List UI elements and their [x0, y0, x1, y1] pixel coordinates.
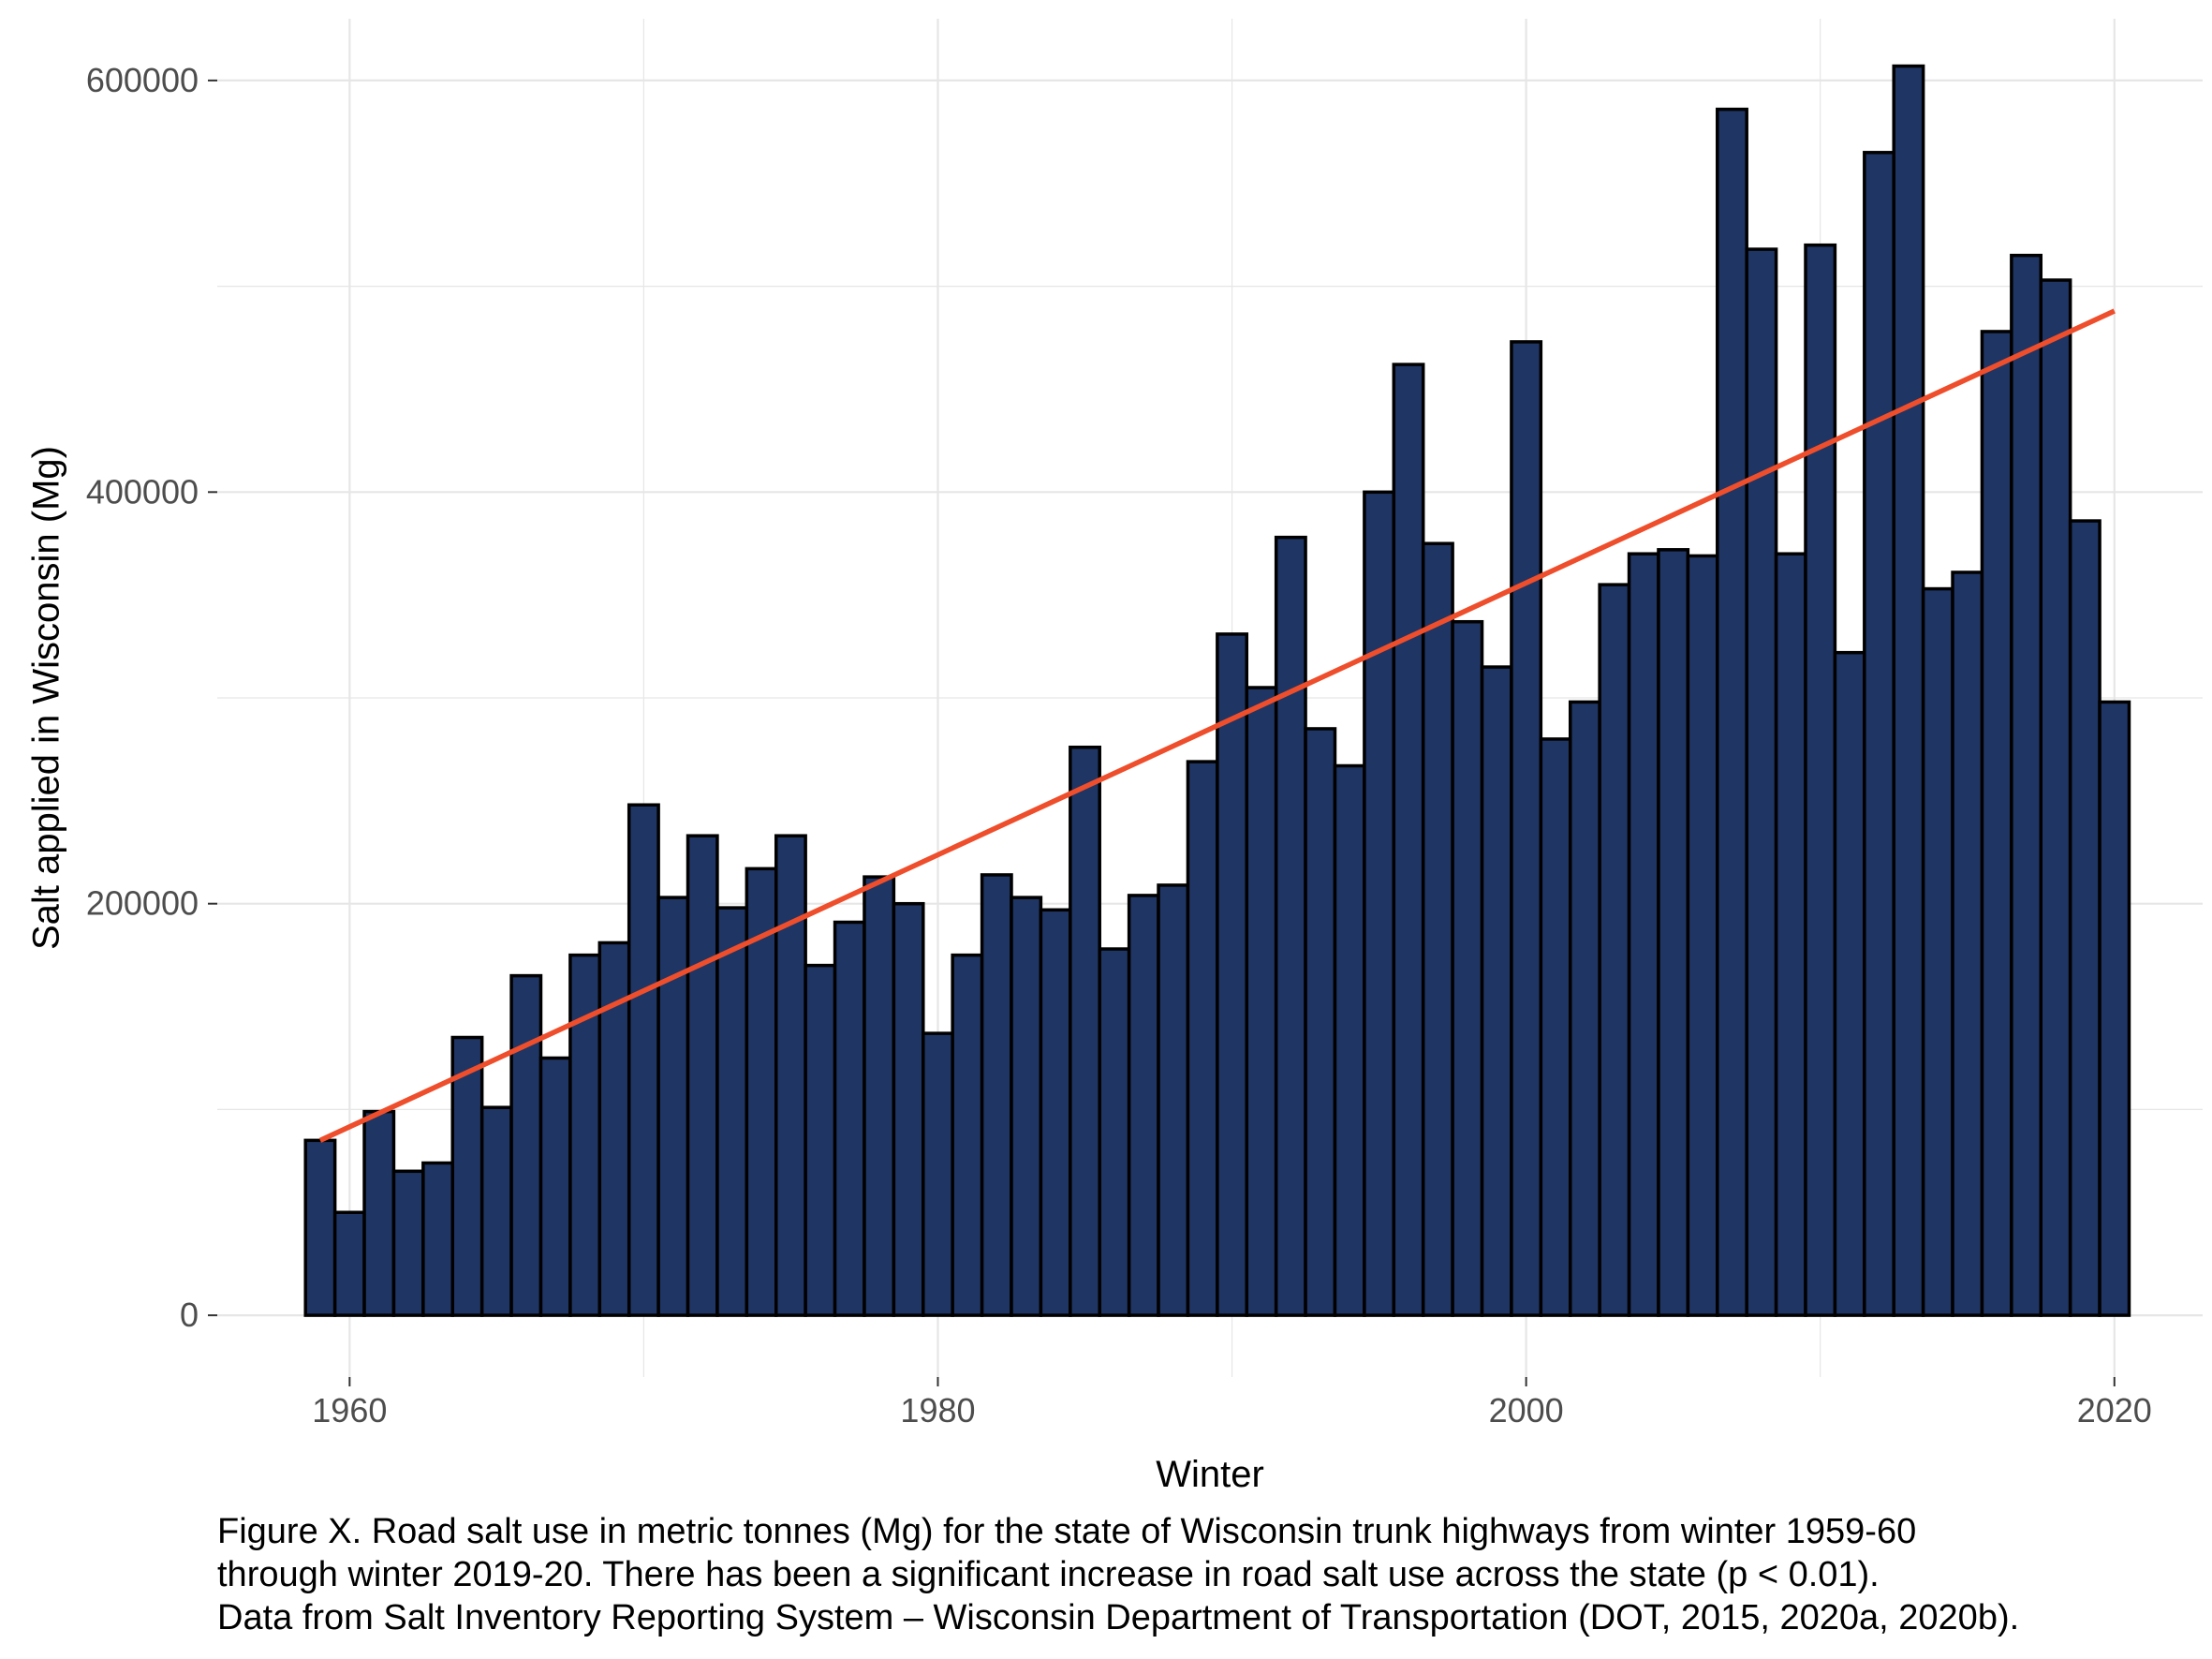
caption-line-1: Figure X. Road salt use in metric tonnes…: [217, 1512, 1917, 1551]
bar: [1039, 908, 1072, 1317]
bar: [1010, 896, 1043, 1317]
bar: [1274, 535, 1307, 1317]
bar: [1863, 151, 1895, 1317]
bar: [1157, 883, 1190, 1317]
y-axis-title: Salt applied in Wisconsin (Mg): [26, 446, 67, 950]
bar: [2068, 519, 2101, 1317]
bar: [2098, 700, 2131, 1317]
bar: [1951, 570, 1984, 1317]
bar: [1392, 363, 1425, 1317]
bar: [892, 901, 925, 1317]
x-tick-label: 1980: [900, 1391, 975, 1429]
y-tick-label: 600000: [86, 61, 199, 99]
bar: [1098, 947, 1131, 1317]
bar: [1745, 247, 1778, 1317]
bar: [1363, 490, 1396, 1317]
bar: [479, 1105, 513, 1317]
bar: [863, 875, 896, 1317]
caption-line-2: through winter 2019-20. There has been a…: [217, 1555, 1880, 1594]
bar: [980, 873, 1013, 1317]
bar: [774, 834, 807, 1317]
bar: [1451, 619, 1484, 1317]
x-axis-title: Winter: [1156, 1454, 1264, 1495]
bar: [1127, 894, 1160, 1317]
bar: [1598, 583, 1631, 1317]
bar: [2010, 253, 2043, 1317]
bar: [391, 1169, 425, 1317]
bar: [1657, 548, 1690, 1317]
caption-line-3: Data from Salt Inventory Reporting Syste…: [217, 1598, 2020, 1637]
bar: [568, 953, 602, 1317]
bar: [509, 973, 543, 1317]
axis-ticks: [208, 79, 2116, 1386]
y-tick-label: 200000: [86, 884, 199, 923]
bar: [804, 963, 837, 1317]
bar: [362, 1109, 396, 1317]
bar: [1480, 665, 1513, 1317]
bar: [1921, 586, 1954, 1317]
trend-line: [318, 308, 2116, 1143]
bar: [2039, 278, 2072, 1317]
bar: [686, 834, 719, 1317]
bar: [538, 1056, 572, 1317]
bar: [1539, 737, 1572, 1317]
bar: [1833, 650, 1866, 1317]
bar: [332, 1210, 366, 1317]
bar: [1421, 541, 1454, 1317]
x-tick-label: 2020: [2077, 1391, 2152, 1429]
bar: [951, 953, 984, 1317]
bar: [1186, 760, 1219, 1317]
bar-series: [303, 64, 2131, 1317]
y-tick-label: 0: [180, 1296, 199, 1334]
y-tick-label: 400000: [86, 472, 199, 511]
bar: [1774, 552, 1807, 1317]
bar: [1304, 727, 1337, 1317]
bar: [1980, 330, 2013, 1317]
x-tick-label: 1960: [312, 1391, 387, 1429]
bar: [656, 896, 690, 1317]
bar: [1245, 686, 1278, 1317]
bar: [1069, 745, 1101, 1317]
figure-caption: Figure X. Road salt use in metric tonnes…: [217, 1510, 2203, 1639]
bar: [1892, 64, 1925, 1317]
bar: [1804, 243, 1837, 1317]
bar: [421, 1161, 455, 1317]
bar: [1216, 632, 1249, 1317]
x-tick-label: 2000: [1489, 1391, 1564, 1429]
bar: [1627, 552, 1660, 1317]
tick-labels: 1960 1980 2000 2020 0 200000 400000 600000: [86, 61, 2152, 1429]
trend-line-group: [318, 308, 2116, 1143]
bar: [833, 920, 866, 1317]
bar: [1716, 107, 1748, 1317]
bar: [1510, 340, 1543, 1317]
bar: [1333, 763, 1366, 1317]
salt-use-bar-chart: 1960 1980 2000 2020 0 200000 400000 600000 Wint…: [26, 19, 2203, 1495]
bar: [1686, 554, 1719, 1317]
bar: [922, 1031, 954, 1317]
bar: [1568, 700, 1601, 1317]
bar: [303, 1138, 337, 1317]
bar: [715, 906, 749, 1317]
bar: [627, 803, 660, 1317]
